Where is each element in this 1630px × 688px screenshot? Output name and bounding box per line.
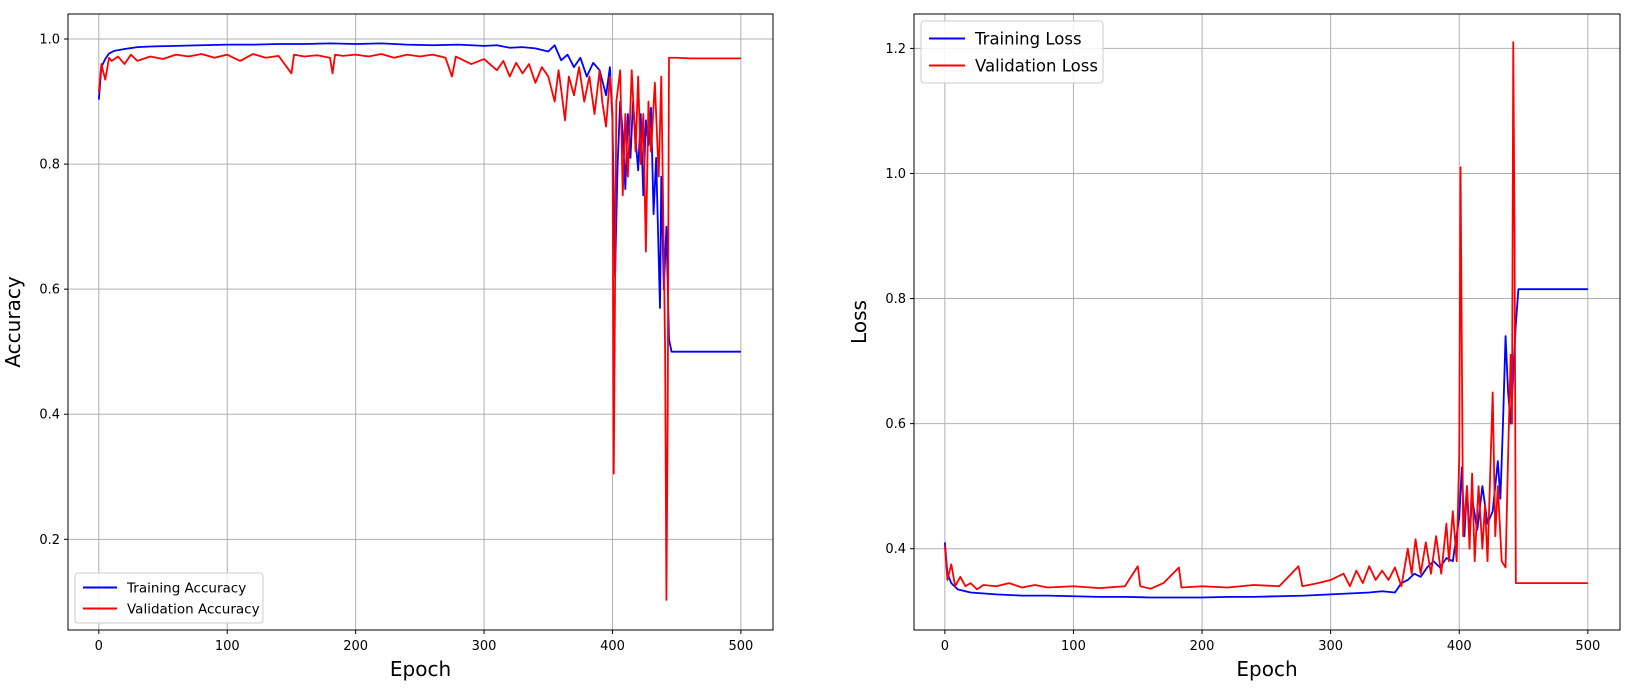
chart2-ytick-label: 0.8 bbox=[885, 292, 906, 307]
chart2-axes-frame bbox=[913, 13, 1621, 631]
chart1-y-axis-label: Accuracy bbox=[1, 276, 25, 367]
chart2-xtick-label: 400 bbox=[1447, 639, 1472, 654]
chart1-xtick-label: 0 bbox=[95, 639, 103, 654]
loss-chart: 0 100 200 300 400 500 0.4 0.6 0.8 1.0 1.2 Epoch Loss… bbox=[847, 13, 1621, 681]
chart1-legend-label-2: Validation Accuracy bbox=[127, 601, 260, 617]
chart2-legend-label-2: Validation Loss bbox=[975, 56, 1098, 75]
chart2-series-line-2 bbox=[943, 41, 1588, 591]
chart2-legend-box bbox=[920, 20, 1104, 84]
chart1-xtick-label: 200 bbox=[343, 639, 368, 654]
chart1-xtick-label: 300 bbox=[472, 639, 497, 654]
chart1-legend-box bbox=[74, 572, 264, 624]
chart2-ytick-label: 0.4 bbox=[885, 542, 906, 557]
chart1-ytick-label: 0.4 bbox=[39, 408, 60, 423]
chart2-ytick-label: 0.6 bbox=[885, 417, 906, 432]
chart1-legend: Training Accuracy Validation Accuracy bbox=[74, 572, 264, 624]
chart1-xtick-label: 400 bbox=[600, 639, 625, 654]
chart2-xtick-label: 200 bbox=[1190, 639, 1215, 654]
chart1-axes-frame bbox=[67, 13, 774, 631]
chart1-series-line-1 bbox=[97, 42, 741, 353]
chart1-ytick-label: 0.8 bbox=[39, 158, 60, 173]
chart2-ytick-label: 1.2 bbox=[885, 42, 906, 57]
chart2-xtick-label: 0 bbox=[941, 639, 949, 654]
chart2-legend: Training Loss Validation Loss bbox=[920, 20, 1104, 84]
chart1-x-axis-label: Epoch bbox=[390, 657, 451, 681]
chart1-xtick-label: 500 bbox=[728, 639, 753, 654]
chart2-y-axis-label: Loss bbox=[847, 300, 871, 344]
accuracy-chart: 0 100 200 300 400 500 0.2 0.4 0.6 0.8 1.0 Epoch Accu… bbox=[1, 13, 774, 681]
chart2-x-axis-label: Epoch bbox=[1236, 657, 1297, 681]
chart1-legend-label-1: Training Accuracy bbox=[126, 580, 246, 596]
chart1-xtick-label: 100 bbox=[215, 639, 240, 654]
chart2-legend-label-1: Training Loss bbox=[974, 29, 1082, 48]
chart1-series-line-2 bbox=[97, 53, 741, 601]
chart2-ytick-label: 1.0 bbox=[885, 167, 906, 182]
chart2-xtick-label: 100 bbox=[1061, 639, 1086, 654]
chart2-series-line-1 bbox=[943, 288, 1588, 599]
chart2-xtick-label: 300 bbox=[1318, 639, 1343, 654]
chart1-ytick-label: 0.6 bbox=[39, 283, 60, 298]
chart2-xtick-label: 500 bbox=[1575, 639, 1600, 654]
chart1-ytick-label: 0.2 bbox=[39, 533, 60, 548]
chart1-ytick-label: 1.0 bbox=[39, 33, 60, 48]
